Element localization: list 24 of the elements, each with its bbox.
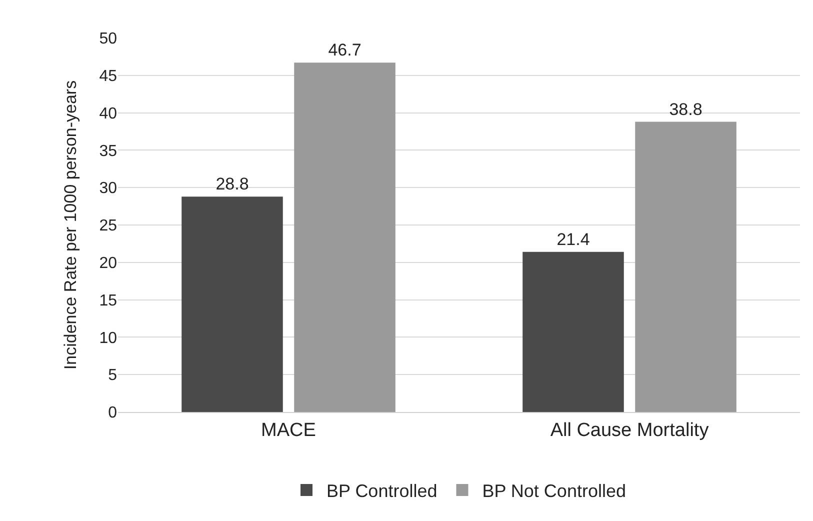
y-tick-label: 10 bbox=[99, 330, 118, 347]
data-label: 38.8 bbox=[669, 100, 702, 119]
data-label: 28.8 bbox=[216, 174, 249, 194]
y-tick-label: 45 bbox=[99, 68, 118, 85]
y-tick-label: 35 bbox=[99, 142, 118, 160]
y-tick-label: 25 bbox=[99, 218, 118, 235]
y-axis-title: Incidence Rate per 1000 person-years bbox=[60, 80, 80, 370]
y-tick-label: 40 bbox=[99, 105, 118, 122]
x-tick-label: All Cause Mortality bbox=[550, 420, 710, 441]
data-label: 46.7 bbox=[328, 40, 362, 60]
y-tick-label: 0 bbox=[108, 404, 118, 422]
x-tick-label: MACE bbox=[261, 420, 316, 441]
legend-label: BP Not Controlled bbox=[482, 481, 626, 502]
y-tick-label: 50 bbox=[99, 30, 118, 48]
legend-label: BP Controlled bbox=[326, 481, 438, 502]
y-tick-label: 5 bbox=[108, 367, 118, 384]
y-tick-label: 20 bbox=[99, 255, 118, 272]
bar bbox=[182, 196, 283, 412]
bar bbox=[635, 122, 736, 412]
y-tick-label: 30 bbox=[99, 180, 118, 198]
data-label: 21.4 bbox=[556, 230, 590, 249]
y-tick-label: 15 bbox=[99, 292, 118, 310]
bar bbox=[522, 252, 624, 412]
bar bbox=[294, 62, 396, 412]
